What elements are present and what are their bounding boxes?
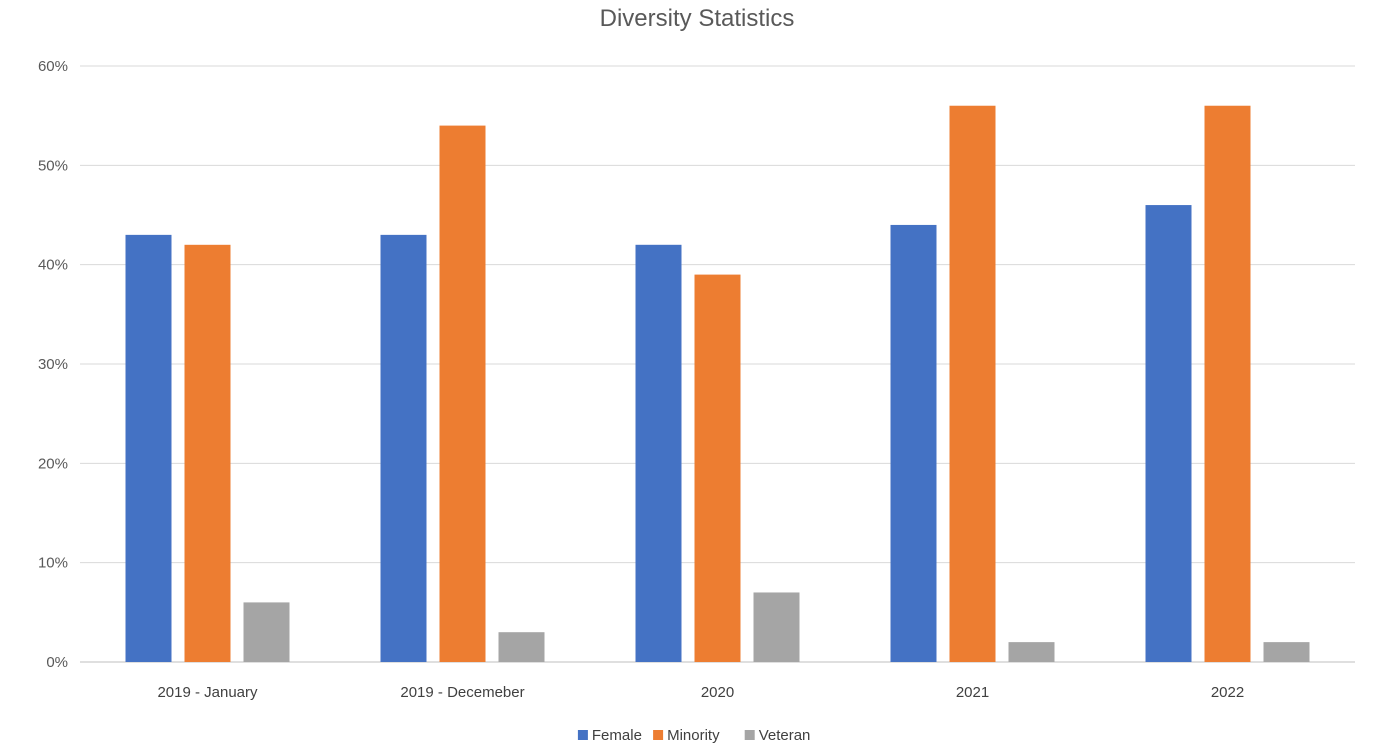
x-category-label: 2022	[1211, 684, 1244, 701]
legend-swatch-female	[577, 730, 588, 740]
y-axis-tick-labels: 0% 10% 20% 30% 40% 50% 60%	[38, 58, 68, 671]
bar-female-5	[1145, 205, 1192, 663]
legend-label-veteran: Veteran	[759, 727, 811, 744]
y-tick-label: 50%	[38, 157, 68, 174]
y-tick-label: 20%	[38, 455, 68, 472]
bar-veteran-4	[1008, 642, 1055, 662]
y-tick-label: 30%	[38, 356, 68, 373]
y-tick-label: 0%	[46, 654, 68, 671]
x-axis-category-labels: 2019 - January 2019 - Decemeber 2020 2021 20…	[157, 684, 1244, 701]
legend-swatch-minority	[653, 730, 664, 740]
y-tick-label: 10%	[38, 555, 68, 572]
bar-minority-5	[1204, 105, 1251, 662]
bar-female-1	[125, 234, 172, 662]
bar-female-3	[635, 244, 682, 663]
legend: Female Minority Veteran	[577, 727, 811, 744]
legend-label-female: Female	[592, 727, 642, 744]
y-tick-label: 40%	[38, 257, 68, 274]
x-category-label: 2019 - January	[157, 684, 258, 701]
x-category-label: 2020	[701, 684, 734, 701]
bar-veteran-1	[243, 602, 290, 662]
bar-veteran-2	[498, 632, 545, 662]
bar-minority-3	[694, 274, 741, 662]
x-category-label: 2021	[956, 684, 989, 701]
bar-minority-4	[949, 105, 996, 662]
chart-title: Diversity Statistics	[600, 5, 795, 32]
legend-label-minority: Minority	[667, 727, 720, 744]
bar-female-4	[890, 224, 937, 662]
y-tick-label: 60%	[38, 58, 68, 75]
bar-minority-2	[439, 125, 486, 663]
legend-swatch-veteran	[744, 730, 755, 740]
x-category-label: 2019 - Decemeber	[400, 684, 524, 701]
bar-veteran-5	[1263, 642, 1310, 662]
bar-veteran-3	[753, 592, 800, 662]
bars	[125, 105, 1310, 663]
bar-female-2	[380, 234, 427, 662]
bar-minority-1	[184, 244, 231, 663]
